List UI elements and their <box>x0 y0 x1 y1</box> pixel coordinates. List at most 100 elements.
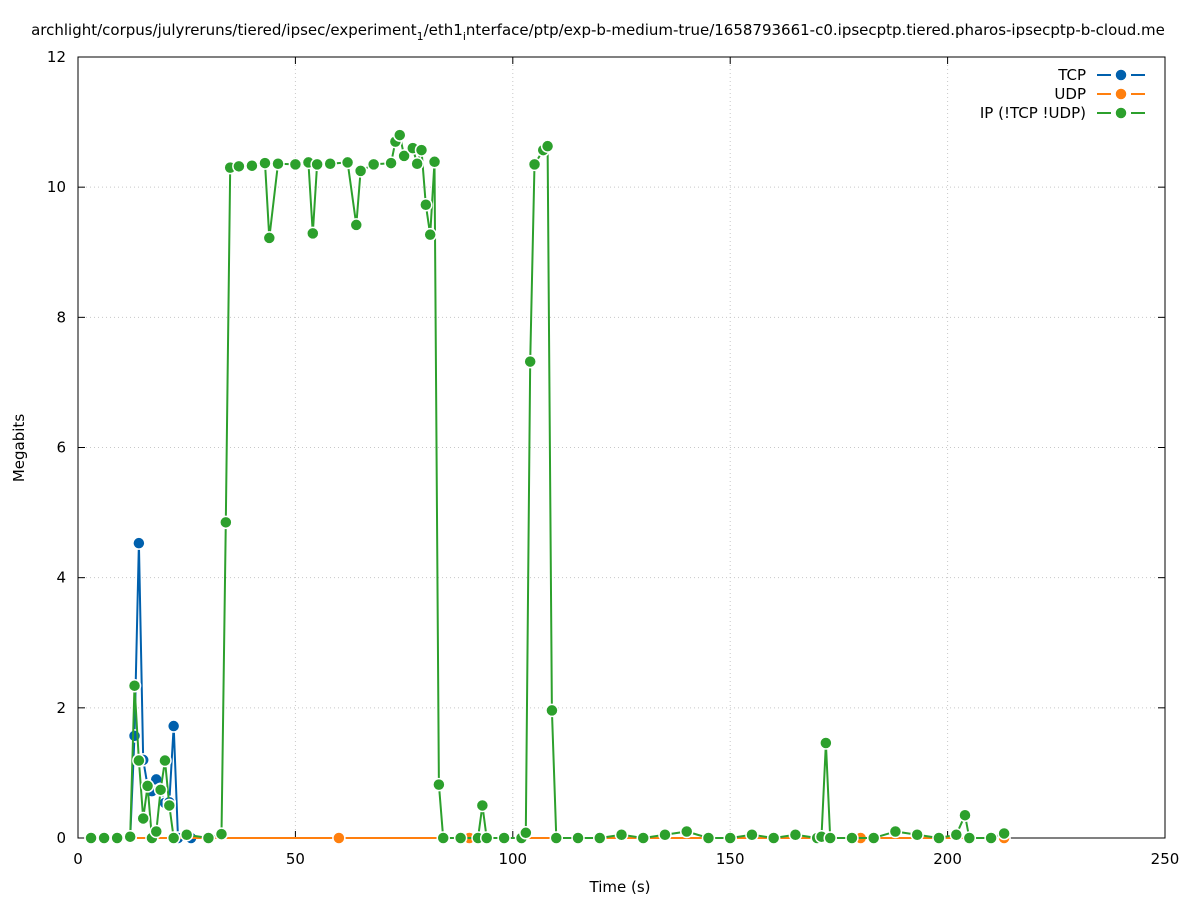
title-part: /eth1 <box>424 21 463 39</box>
data-point <box>349 218 364 232</box>
y-tick-label: 6 <box>56 439 66 457</box>
data-point <box>232 159 246 174</box>
data-point <box>866 831 881 845</box>
data-point <box>340 155 355 170</box>
data-point <box>427 155 442 169</box>
series-layer <box>84 128 1011 845</box>
data-point <box>140 779 155 793</box>
data-point <box>701 831 716 845</box>
data-point <box>958 808 972 822</box>
legend-marker <box>1114 87 1128 101</box>
data-point <box>245 158 259 173</box>
data-point <box>166 719 181 733</box>
legend-label: TCP <box>1057 66 1086 84</box>
data-point <box>214 827 229 841</box>
data-point <box>127 729 142 743</box>
legend-label: IP (!TCP !UDP) <box>980 104 1086 122</box>
data-point <box>158 753 172 768</box>
data-point <box>271 156 285 171</box>
data-point <box>432 777 446 792</box>
data-point <box>153 783 168 797</box>
x-tick-label: 200 <box>933 850 962 868</box>
data-point <box>984 831 998 845</box>
data-point <box>149 824 164 839</box>
y-tick-label: 10 <box>47 178 66 196</box>
y-tick-label: 8 <box>56 308 66 326</box>
data-point <box>823 831 837 845</box>
data-point <box>127 678 142 693</box>
x-tick-label: 0 <box>73 850 83 868</box>
data-point <box>788 827 803 842</box>
x-tick-label: 100 <box>498 850 527 868</box>
data-point <box>353 164 368 178</box>
data-point <box>366 157 381 172</box>
y-axis-label: Megabits <box>10 414 28 482</box>
data-point <box>97 831 111 845</box>
data-point <box>258 156 272 170</box>
axes: 0 50 100 150 200 250 0 2 4 6 8 10 12 <box>47 48 1179 868</box>
data-point <box>332 831 346 845</box>
data-point <box>397 149 411 163</box>
data-point <box>497 831 511 845</box>
data-point <box>419 197 433 212</box>
data-point <box>845 831 859 845</box>
data-point <box>393 128 407 142</box>
data-point <box>932 831 946 845</box>
data-point <box>110 831 124 845</box>
data-point <box>475 798 490 813</box>
data-point <box>310 157 324 172</box>
data-point <box>423 227 437 242</box>
data-point <box>262 231 277 245</box>
y-tick-label: 0 <box>56 829 66 847</box>
x-tick-label: 50 <box>286 850 305 868</box>
title-part: nterface/ptp/exp-b-medium-true/165879366… <box>466 21 1165 39</box>
data-point <box>549 831 564 845</box>
data-point <box>658 827 672 842</box>
data-point <box>962 831 977 845</box>
data-point <box>179 827 194 842</box>
data-point <box>523 354 537 369</box>
plot-frame <box>77 56 1166 839</box>
data-point <box>545 703 559 718</box>
data-point <box>949 827 964 842</box>
data-point <box>888 824 903 839</box>
data-point <box>123 829 137 844</box>
data-point <box>436 831 450 845</box>
chart-title: archlight/corpus/julyreruns/tiered/ipsec… <box>31 21 1165 43</box>
data-point <box>219 515 233 530</box>
data-point <box>306 226 320 241</box>
legend-marker <box>1114 68 1128 82</box>
y-tick-label: 2 <box>56 699 66 717</box>
data-point <box>288 157 303 172</box>
data-point <box>745 827 759 842</box>
data-point <box>679 824 694 839</box>
data-point <box>323 156 337 171</box>
data-point <box>453 831 468 845</box>
x-tick-label: 250 <box>1151 850 1180 868</box>
data-point <box>201 831 216 845</box>
data-point <box>132 753 146 768</box>
data-point <box>414 143 429 157</box>
data-point <box>519 826 533 840</box>
y-tick-label: 12 <box>47 48 66 66</box>
legend-label: UDP <box>1054 85 1086 103</box>
data-point <box>166 831 181 845</box>
data-point <box>540 139 555 153</box>
data-point <box>527 157 542 172</box>
x-tick-label: 150 <box>716 850 745 868</box>
title-part: 1 <box>417 30 424 43</box>
data-point <box>910 827 924 842</box>
data-point <box>636 831 650 845</box>
legend-marker <box>1114 106 1128 120</box>
data-point <box>766 831 781 845</box>
data-point <box>84 831 98 845</box>
grid <box>78 57 1165 838</box>
data-point <box>132 536 146 550</box>
data-point <box>593 831 607 845</box>
data-point <box>614 827 629 842</box>
title-part: archlight/corpus/julyreruns/tiered/ipsec… <box>31 21 417 39</box>
series-line <box>91 134 1005 839</box>
data-point <box>162 798 177 813</box>
data-point <box>384 156 398 170</box>
